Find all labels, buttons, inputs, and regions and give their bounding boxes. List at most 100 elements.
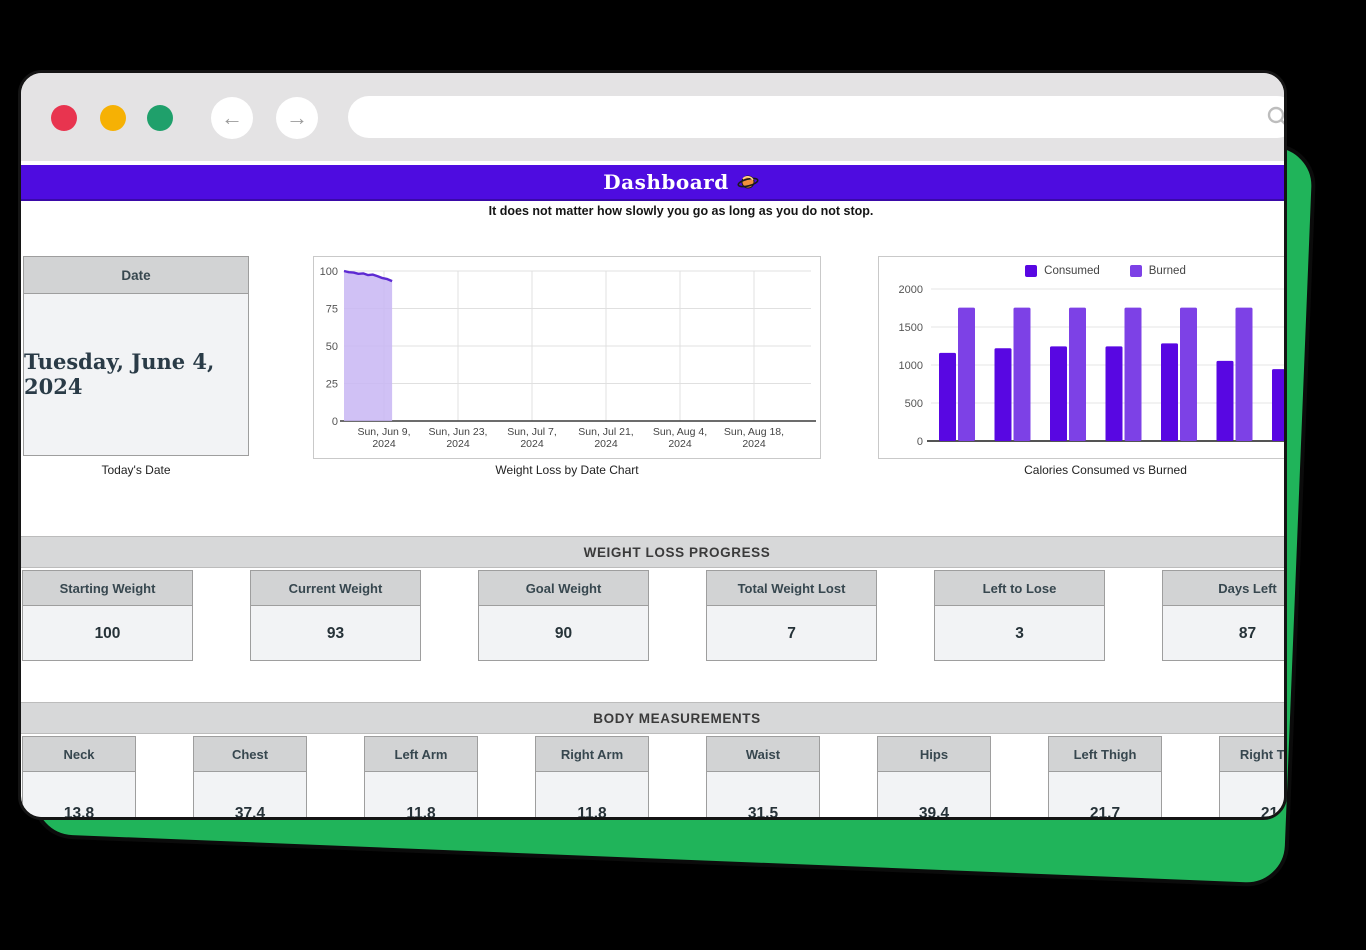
consumed-bar — [1272, 369, 1284, 441]
measurement-card-value: 11.8 — [577, 805, 607, 820]
weight-loss-chart-card: 0 25 50 75 100 Sun, Jun 9, 2024 Sun, Jun 23, 202… — [313, 256, 821, 459]
measurement-card-label: Hips — [878, 737, 990, 772]
close-button[interactable] — [51, 105, 77, 131]
burned-swatch-icon — [1129, 265, 1142, 277]
measurement-card-neck: Neck 13.8 — [22, 736, 136, 820]
progress-card-label: Goal Weight — [479, 571, 648, 606]
weight-line-series — [343, 269, 393, 283]
progress-card-left-to-lose: Left to Lose 3 — [934, 570, 1105, 661]
measurement-card-right-arm: Right Arm 11.8 — [535, 736, 649, 820]
progress-card-starting-weight: Starting Weight 100 — [22, 570, 193, 661]
measurement-card-label: Chest — [194, 737, 306, 772]
svg-text:1000: 1000 — [899, 360, 923, 372]
consumed-bar — [1105, 346, 1123, 441]
date-card-caption: Today's Date — [101, 463, 171, 477]
consumed-bar — [1216, 360, 1234, 441]
calories-legend: Consumed Burned — [879, 265, 1284, 277]
svg-text:500: 500 — [905, 398, 923, 410]
progress-card-label: Days Left — [1163, 571, 1284, 606]
consumed-bar — [1050, 346, 1067, 441]
url-bar[interactable] — [348, 96, 1284, 140]
svg-text:1500: 1500 — [899, 322, 923, 334]
svg-text:75: 75 — [326, 304, 338, 316]
progress-card-value: 90 — [554, 624, 573, 642]
measurement-card-value: 39.4 — [918, 805, 950, 820]
url-input[interactable] — [366, 96, 1250, 140]
measurement-card-label: Waist — [707, 737, 819, 772]
measurement-card-value: 37.4 — [234, 805, 266, 820]
browser-toolbar: ← → — [21, 73, 1284, 161]
burned-bar — [1124, 307, 1142, 441]
dashboard-page: Dashboard It does not matter how slowly … — [21, 73, 1284, 820]
dashboard-title-bar: Dashboard — [21, 165, 1284, 201]
measurement-card-value: 31.5 — [747, 805, 779, 820]
progress-card-value: 93 — [326, 624, 345, 642]
progress-card-label: Left to Lose — [935, 571, 1104, 606]
saturn-emoji-icon — [737, 173, 759, 191]
consumed-bar — [1161, 343, 1178, 441]
progress-card-label: Current Weight — [251, 571, 420, 606]
measurement-card-label: Left Thigh — [1049, 737, 1161, 772]
svg-text:2024: 2024 — [372, 438, 396, 450]
measurement-card-label: Right Arm — [536, 737, 648, 772]
browser-window: ← → Dashboard — [18, 70, 1287, 820]
minimize-button[interactable] — [100, 105, 126, 131]
svg-text:25: 25 — [326, 379, 338, 391]
svg-text:Sun, Aug 4,: Sun, Aug 4, — [653, 426, 707, 438]
back-button[interactable]: ← — [211, 97, 253, 139]
svg-text:2024: 2024 — [446, 438, 470, 450]
legend-item-burned: Burned — [1129, 265, 1186, 277]
svg-text:2024: 2024 — [668, 438, 692, 450]
measurement-card-right-thigh: Right Thigh 21.7 — [1219, 736, 1284, 817]
motivational-quote: It does not matter how slowly you go as … — [488, 204, 874, 218]
svg-text:2024: 2024 — [520, 438, 544, 450]
legend-label-burned: Burned — [1148, 265, 1186, 277]
svg-text:0: 0 — [917, 436, 923, 448]
todays-date-value: Tuesday, June 4, 2024 — [24, 349, 215, 399]
measurement-card-label: Left Arm — [365, 737, 477, 772]
consumed-bar — [994, 348, 1012, 441]
progress-card-value: 87 — [1238, 624, 1257, 642]
burned-bar — [1235, 307, 1253, 441]
svg-text:Sun, Jun 23,: Sun, Jun 23, — [429, 426, 488, 438]
burned-bar — [958, 307, 975, 441]
weight-loss-progress-banner: WEIGHT LOSS PROGRESS — [21, 536, 1284, 568]
svg-text:2024: 2024 — [594, 438, 618, 450]
weight-chart-caption: Weight Loss by Date Chart — [495, 463, 639, 477]
measurement-card-left-arm: Left Arm 11.8 — [364, 736, 478, 817]
progress-card-value: 100 — [94, 624, 121, 642]
progress-card-current-weight: Current Weight 93 — [250, 570, 421, 661]
svg-text:Sun, Aug 18,: Sun, Aug 18, — [724, 426, 784, 438]
svg-text:2024: 2024 — [742, 438, 766, 450]
measurement-card-value: 13.8 — [63, 805, 95, 820]
burned-bar — [1180, 307, 1197, 441]
burned-bar — [1069, 307, 1086, 441]
progress-card-days-left: Days Left 87 — [1162, 570, 1284, 661]
date-card-header: Date — [24, 257, 248, 294]
calories-chart-caption: Calories Consumed vs Burned — [1024, 463, 1187, 477]
date-card: Date Tuesday, June 4, 2024 — [23, 256, 249, 456]
page-title: Dashboard — [603, 170, 729, 194]
calories-bar-chart: 0 500 1000 1500 2000 — [899, 284, 1284, 448]
weight-area-fill — [344, 271, 393, 421]
burned-bar — [1013, 307, 1031, 441]
zoom-button[interactable] — [147, 105, 173, 131]
measurement-card-hips: Hips 39.4 — [877, 736, 991, 820]
svg-text:Sun, Jun 9,: Sun, Jun 9, — [357, 426, 410, 438]
progress-card-goal-weight: Goal Weight 90 — [478, 570, 649, 661]
consumed-swatch-icon — [1025, 265, 1038, 277]
search-icon — [1266, 105, 1284, 129]
measurement-card-label: Neck — [23, 737, 135, 772]
legend-item-consumed: Consumed — [1025, 265, 1100, 277]
forward-button[interactable]: → — [276, 97, 318, 139]
body-measurements-banner: BODY MEASUREMENTS — [21, 702, 1284, 734]
svg-text:Sun, Jul 7,: Sun, Jul 7, — [507, 426, 557, 438]
svg-text:100: 100 — [320, 266, 338, 278]
calories-chart-card: Consumed Burned 0 500 1000 1500 2000 — [878, 256, 1284, 459]
progress-card-label: Starting Weight — [23, 571, 192, 606]
progress-card-total-weight-lost: Total Weight Lost 7 — [706, 570, 877, 661]
svg-text:50: 50 — [326, 341, 338, 353]
measurement-card-value: 21.7 — [1089, 805, 1121, 820]
